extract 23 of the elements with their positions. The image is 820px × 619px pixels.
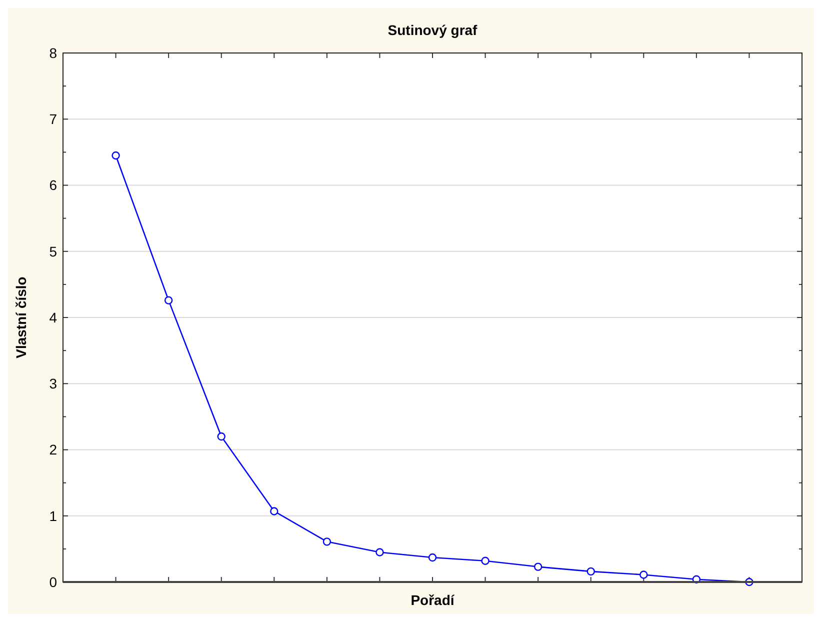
point — [322, 538, 332, 546]
y-tick-label: 6 — [49, 177, 58, 194]
point — [164, 296, 173, 304]
y-tick-label: 8 — [49, 44, 58, 61]
point — [217, 432, 226, 441]
point — [481, 556, 490, 565]
y-tick-label: 2 — [49, 442, 58, 458]
point — [586, 567, 595, 576]
y-axis-title: Vlastní číslo — [13, 276, 29, 358]
x-axis-title: Pořadí — [410, 592, 456, 608]
point — [640, 570, 648, 579]
y-tick-label: 0 — [49, 574, 58, 590]
y-tick-label: 3 — [49, 376, 58, 392]
y-tick-label: 1 — [49, 508, 58, 524]
chart-title: Sutinový graf — [388, 22, 478, 38]
point — [376, 548, 384, 556]
point — [112, 151, 120, 160]
y-tick-label: 5 — [49, 243, 58, 260]
y-tick-label: 4 — [49, 309, 58, 326]
point — [534, 562, 542, 571]
point — [270, 507, 278, 516]
point — [428, 553, 437, 562]
y-tick-label: 7 — [49, 111, 58, 128]
